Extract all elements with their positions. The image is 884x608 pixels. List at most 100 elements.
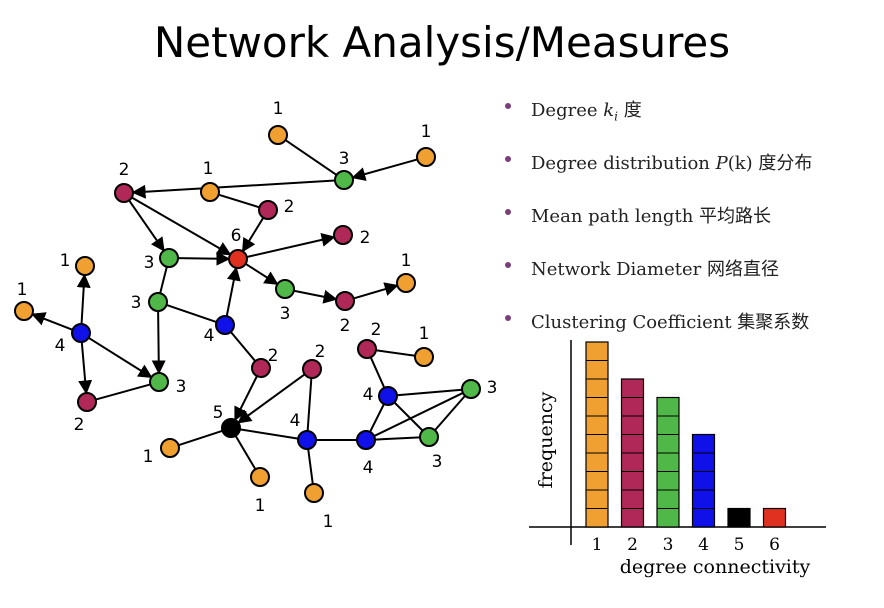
node-degree-label: 3 (487, 378, 498, 398)
network-edge (375, 349, 416, 357)
bar (620, 378, 645, 528)
bullet-dot (505, 209, 511, 215)
network-edge-arrow (225, 266, 241, 317)
network-node (148, 292, 168, 312)
bullet-text-suffix: 度 (618, 100, 642, 121)
network-node (200, 182, 220, 202)
node-degree-label: 3 (280, 304, 291, 324)
bar-rect (656, 396, 680, 528)
node-degree-label: 4 (204, 326, 215, 346)
network-node (396, 273, 416, 293)
bar-rect (691, 433, 716, 528)
node-degree-label: 3 (144, 253, 155, 273)
x-tick-label: 6 (769, 535, 780, 555)
network-node (250, 467, 270, 487)
x-axis-label: degree connectivity (620, 556, 811, 578)
node-degree-label: 2 (74, 415, 85, 435)
network-node (357, 339, 377, 359)
y-axis-label: frequency (535, 391, 557, 488)
node-degree-label: 2 (119, 160, 130, 180)
network-edge-arrow (245, 262, 279, 286)
network-edge (234, 435, 257, 470)
network-node (114, 183, 134, 203)
network-node (14, 301, 34, 321)
node-degree-label: 1 (421, 122, 432, 142)
node-degree-label: 5 (213, 403, 224, 423)
bar (727, 507, 751, 528)
network-node (71, 323, 91, 343)
node-degree-label: 2 (340, 316, 351, 336)
node-degree-label: 4 (363, 385, 374, 405)
network-node (251, 358, 271, 378)
node-degree-label: 1 (419, 324, 430, 344)
network-node (461, 379, 481, 399)
network-edge (178, 429, 223, 447)
network-edge (166, 303, 217, 324)
bar (762, 507, 787, 528)
network-edge-arrow (353, 282, 399, 300)
node-degree-label: 2 (268, 346, 279, 366)
network-edge (374, 436, 421, 441)
node-degree-label: 4 (55, 336, 66, 356)
network-node (221, 418, 241, 438)
network-node (414, 347, 434, 367)
x-tick-label: 1 (592, 535, 603, 555)
network-edge-arrow (237, 373, 306, 424)
bullet-text-subscript: i (614, 109, 619, 124)
network-node (228, 249, 248, 269)
network-edge-arrow (88, 336, 153, 379)
x-tick-label: 2 (627, 535, 638, 555)
bar (656, 396, 680, 528)
bullet-text: Degree ki 度 (531, 96, 642, 124)
node-degree-label: 1 (60, 251, 71, 271)
bullet-text-main: Clustering Coefficient 集聚系数 (531, 312, 810, 333)
bullet-text-italic: k (603, 100, 615, 121)
bullet-dot (505, 262, 511, 268)
network-edge-arrow (131, 179, 336, 199)
network-node (268, 125, 288, 145)
bullet-text-main: Degree (531, 100, 604, 121)
node-degree-label: 3 (131, 293, 142, 313)
network-node (416, 147, 436, 167)
node-degree-label: 1 (401, 251, 412, 271)
bullet-list: Degree ki 度 Degree distribution P(k) 度分布 M… (505, 96, 875, 361)
network-node (258, 200, 278, 220)
bullet-dot (505, 103, 511, 109)
network-edge (369, 403, 385, 433)
network-edge (306, 377, 313, 432)
page-title: Network Analysis/Measures (153, 18, 731, 67)
network-edge-arrow (78, 341, 93, 395)
bar (585, 341, 609, 528)
network-node (275, 279, 295, 299)
network-edge (369, 356, 386, 389)
node-degree-label: 1 (323, 512, 334, 532)
x-tick-label: 4 (698, 535, 709, 555)
node-degree-label: 6 (231, 226, 242, 246)
network-node (149, 372, 169, 392)
bullet-text-main: Network Diameter 网络直径 (531, 259, 779, 280)
network-edge (396, 388, 463, 397)
node-degree-label: 2 (315, 342, 326, 362)
network-node (356, 430, 376, 450)
network-edge (434, 395, 466, 431)
network-edge (284, 139, 338, 176)
node-degree-label: 1 (273, 99, 284, 119)
network-node (160, 438, 180, 458)
network-node (334, 170, 354, 190)
bullet-text-italic: P (715, 153, 728, 174)
node-degree-label: 2 (360, 228, 371, 248)
network-edge (393, 401, 424, 432)
network-edge-arrow (351, 158, 418, 181)
network-node (302, 359, 322, 379)
node-degree-label: 1 (203, 159, 214, 179)
bar (691, 433, 716, 528)
network-node (75, 256, 95, 276)
network-node (215, 315, 235, 335)
node-degree-label: 4 (290, 411, 301, 431)
network-edge-arrow (293, 289, 338, 304)
bullet-text-suffix: (k) 度分布 (727, 153, 813, 174)
bullet-text: Network Diameter 网络直径 (531, 255, 779, 283)
node-degree-label: 3 (432, 452, 443, 472)
